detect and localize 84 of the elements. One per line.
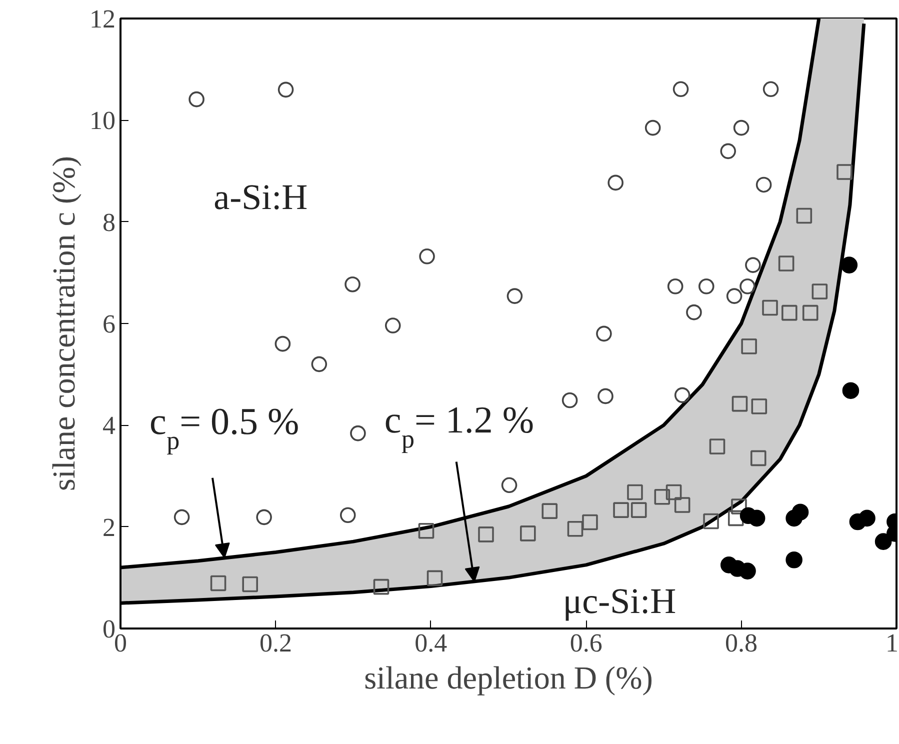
point	[858, 510, 876, 527]
point	[745, 257, 761, 273]
point	[666, 484, 682, 500]
point	[720, 143, 736, 160]
annotation: a-Si:H	[214, 176, 308, 217]
point	[731, 498, 747, 514]
point	[278, 82, 294, 98]
point	[256, 509, 272, 526]
point	[778, 256, 794, 272]
point	[608, 174, 624, 191]
point	[802, 304, 818, 321]
point	[796, 208, 812, 224]
point	[703, 513, 719, 530]
point	[762, 81, 779, 98]
x-tick-label: 1	[886, 628, 898, 658]
point	[419, 248, 435, 264]
point	[373, 578, 390, 595]
point	[741, 338, 757, 354]
point	[644, 120, 661, 136]
x-axis-title: silane depletion D (%)	[364, 660, 653, 696]
point	[674, 387, 690, 404]
point	[874, 533, 892, 550]
point	[350, 425, 366, 442]
point	[344, 276, 360, 292]
point	[242, 576, 258, 592]
point	[698, 278, 714, 294]
point	[672, 81, 689, 98]
point	[842, 382, 860, 399]
y-tick-label: 10	[90, 106, 116, 136]
y-tick-label: 4	[102, 411, 116, 440]
point	[340, 507, 356, 524]
y-axis-title: silane concentration c (%)	[46, 156, 82, 491]
point	[418, 523, 434, 539]
point	[739, 562, 756, 580]
point	[274, 336, 291, 352]
point	[782, 304, 798, 321]
point	[311, 356, 328, 372]
point	[501, 477, 518, 494]
point	[598, 388, 614, 404]
x-tick-label: 0.8	[725, 628, 758, 658]
point	[732, 396, 748, 412]
point	[426, 570, 443, 586]
x-tick-label: 0.2	[259, 628, 292, 658]
point	[756, 176, 772, 193]
point	[596, 326, 612, 342]
point	[630, 502, 647, 518]
point	[748, 510, 766, 527]
point	[762, 300, 778, 316]
point	[750, 450, 766, 466]
point	[210, 575, 226, 592]
point	[506, 288, 523, 304]
x-tick-label: 0.6	[570, 628, 602, 658]
y-tick-label: 8	[102, 208, 116, 237]
point	[751, 398, 768, 414]
point	[792, 504, 809, 520]
point	[728, 510, 744, 526]
point	[812, 284, 828, 300]
point	[562, 392, 578, 408]
point	[709, 438, 726, 454]
y-tick-label: 12	[90, 4, 116, 34]
x-tick-label: 0.4	[414, 628, 448, 658]
point	[478, 526, 494, 542]
point	[654, 488, 670, 505]
y-tick-label: 2	[102, 512, 116, 542]
point	[686, 304, 702, 320]
point	[567, 520, 584, 537]
point	[174, 509, 190, 526]
annotation: μc-Si:H	[562, 580, 676, 621]
point	[786, 551, 802, 568]
point	[733, 120, 750, 136]
point	[542, 503, 558, 519]
point	[667, 278, 684, 294]
point	[520, 526, 536, 542]
point	[740, 278, 756, 294]
point	[627, 484, 643, 500]
point	[384, 318, 401, 334]
y-tick-label: 6	[102, 310, 116, 338]
point	[613, 502, 629, 518]
point	[582, 514, 598, 530]
point	[674, 497, 690, 513]
point	[836, 164, 852, 180]
point	[840, 256, 858, 274]
point	[726, 288, 742, 304]
point	[188, 91, 204, 108]
